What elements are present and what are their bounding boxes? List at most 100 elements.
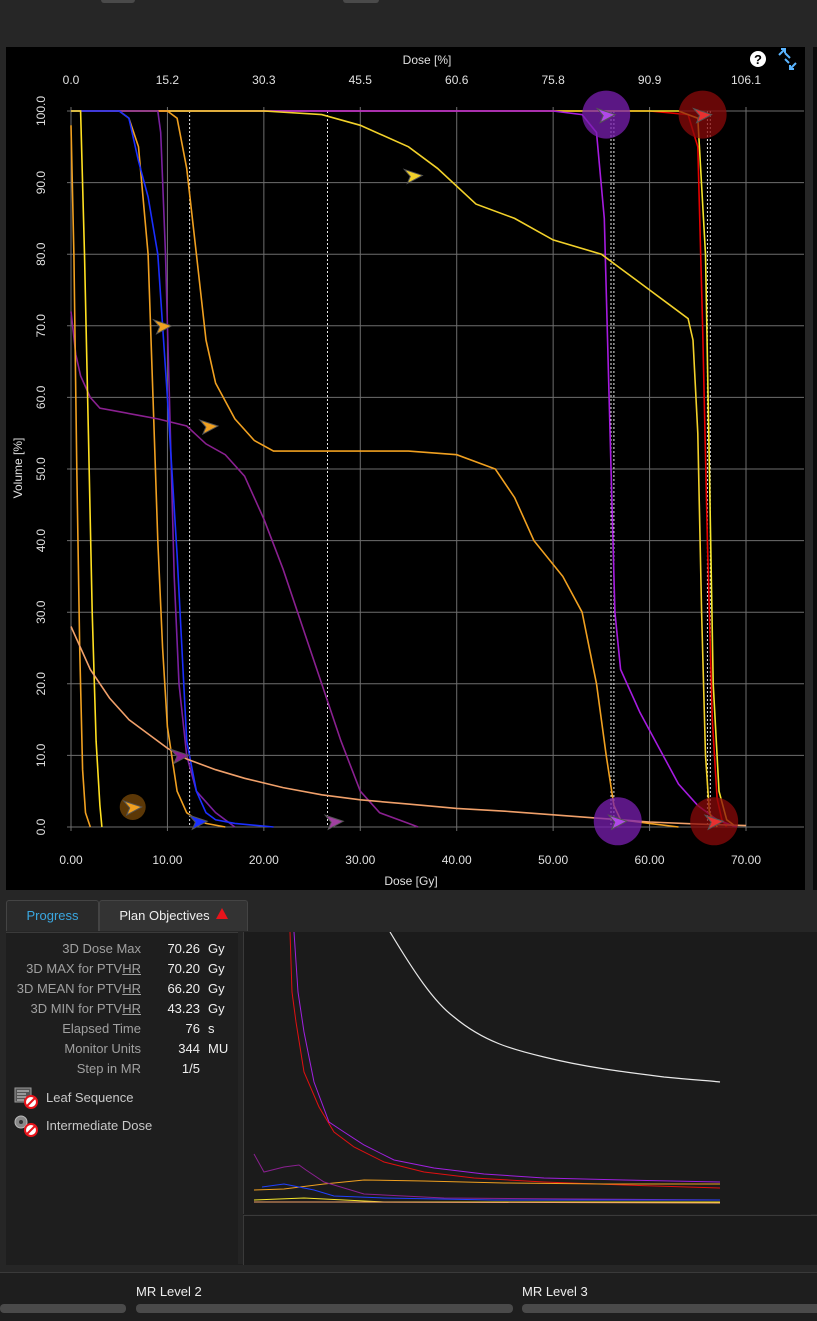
stat-value: 70.20 — [167, 961, 200, 976]
x-tick-label: 10.00 — [152, 853, 182, 867]
objective-arrow-marker — [198, 418, 220, 436]
objective-arrow-marker — [595, 107, 617, 124]
stat-label: Elapsed Time — [62, 1021, 141, 1036]
stat-label: Monitor Units — [64, 1041, 141, 1056]
y-tick-label: 30.0 — [34, 600, 48, 624]
objective-arrow-marker — [323, 814, 345, 831]
mr-level-1-bar[interactable] — [0, 1304, 126, 1313]
dvh-curve — [70, 311, 419, 828]
y-tick-label: 20.0 — [34, 672, 48, 696]
top-toolbar-strip — [0, 0, 817, 38]
y-tick-label: 100.0 — [34, 96, 48, 126]
tab-plan-objectives[interactable]: Plan Objectives — [99, 900, 248, 931]
mr-level-2-bar[interactable] — [136, 1304, 513, 1313]
x2-tick-label: 75.8 — [541, 73, 565, 87]
stat-label: Step in MR — [76, 1061, 141, 1076]
stat-label: 3D MAX for PTVHR — [26, 961, 141, 976]
y-tick-label: 60.0 — [34, 385, 48, 409]
stat-value: 70.26 — [167, 941, 200, 956]
objective-arrow-marker — [703, 814, 725, 831]
stat-row: Elapsed Time 76 s — [6, 1021, 238, 1041]
stat-row: 3D Dose Max 70.26 Gy — [6, 941, 238, 961]
x2-tick-label: 0.0 — [63, 73, 80, 87]
convergence-line-purple — [293, 931, 721, 1183]
stat-label: 3D Dose Max — [62, 941, 141, 956]
objective-arrow-marker — [187, 814, 209, 831]
convergence-line-white — [389, 931, 721, 1083]
x-tick-label: 20.00 — [249, 853, 279, 867]
stat-value: 344 — [178, 1041, 200, 1056]
x2-tick-label: 15.2 — [156, 73, 180, 87]
x-tick-label: 0.00 — [59, 853, 83, 867]
stat-value: 43.23 — [167, 1001, 200, 1016]
objective-arrow-marker — [122, 799, 143, 817]
stat-value: 66.20 — [167, 981, 200, 996]
dvh-curve — [71, 110, 236, 828]
x-tick-label: 70.00 — [731, 853, 761, 867]
x2-tick-label: 30.3 — [252, 73, 276, 87]
y-tick-label: 10.0 — [34, 743, 48, 767]
leaf-sequence-disabled-icon — [14, 1087, 38, 1109]
dvh-curve — [71, 110, 274, 828]
dvh-curve — [71, 110, 718, 828]
stat-row: 3D MEAN for PTVHR 66.20 Gy — [6, 981, 238, 1001]
tab-bar: Progress Plan Objectives — [0, 898, 817, 932]
convergence-line-peach — [254, 1201, 721, 1204]
stat-value: 1/5 — [181, 1061, 200, 1076]
stats-list: 3D Dose Max 70.26 Gy 3D MAX for PTVHR 70.20 G… — [6, 941, 238, 1081]
dvh-curve — [70, 125, 92, 828]
stat-row: Step in MR 1/5 — [6, 1061, 238, 1081]
stat-label: 3D MEAN for PTVHR — [16, 981, 141, 996]
convergence-lower-panel — [243, 1215, 817, 1265]
y-tick-label: 80.0 — [34, 242, 48, 266]
convergence-plot — [243, 931, 817, 1214]
objective-arrow-marker — [169, 748, 191, 765]
help-icon-glyph: ? — [754, 52, 762, 67]
dvh-curve — [70, 626, 747, 827]
warning-icon — [215, 908, 228, 919]
mr-level-2-label: MR Level 2 — [136, 1284, 202, 1299]
convergence-line-violet — [253, 1153, 721, 1201]
panel-edge — [813, 47, 817, 890]
stat-row: 3D MIN for PTVHR 43.23 Gy — [6, 1001, 238, 1021]
x2-tick-label: 106.1 — [731, 73, 761, 87]
x-tick-label: 30.00 — [345, 853, 375, 867]
stat-row: Monitor Units 344 MU — [6, 1041, 238, 1061]
objective-arrow-marker — [692, 107, 713, 124]
convergence-line-orange — [253, 1179, 720, 1191]
leaf-sequence-label: Leaf Sequence — [46, 1090, 134, 1105]
stat-unit: Gy — [208, 981, 225, 996]
stat-unit: MU — [208, 1041, 229, 1056]
y-tick-label: 90.0 — [34, 171, 48, 195]
y-tick-label: 0.0 — [34, 818, 48, 835]
y-tick-label: 70.0 — [34, 314, 48, 338]
y-tick-label: 40.0 — [34, 529, 48, 553]
top-slider-handle[interactable] — [101, 0, 135, 3]
x-tick-label: 60.00 — [635, 853, 665, 867]
mr-level-3-bar[interactable] — [522, 1304, 817, 1313]
objective-arrow-marker — [402, 168, 424, 185]
stat-value: 76 — [185, 1021, 200, 1036]
dvh-chart: 0.00 0.0 10.00 15.2 20.00 30.3 30.00 45.5 40.00 6… — [11, 48, 804, 888]
help-icon — [750, 51, 766, 67]
x-tick-label: 40.00 — [442, 853, 472, 867]
panel-separator — [238, 932, 243, 1264]
stat-unit: Gy — [208, 941, 225, 956]
objective-arrow-marker — [152, 318, 173, 335]
dvh-curve — [71, 110, 679, 828]
tab-progress[interactable]: Progress — [6, 900, 99, 931]
x2-tick-label: 90.9 — [638, 73, 662, 87]
y-tick-label: 50.0 — [34, 457, 48, 481]
intermediate-dose-label: Intermediate Dose — [46, 1118, 153, 1133]
dvh-curve — [71, 110, 103, 828]
stat-unit: Gy — [208, 1001, 225, 1016]
stat-unit: Gy — [208, 961, 225, 976]
intermediate-dose-disabled-icon — [14, 1115, 38, 1137]
top-slider-handle[interactable] — [343, 0, 379, 3]
mr-level-strip: MR Level 2 MR Level 3 — [0, 1272, 817, 1321]
expand-icon — [778, 48, 797, 70]
x2-tick-label: 45.5 — [349, 73, 373, 87]
objective-arrow-marker — [607, 814, 629, 831]
dvh-chart-panel: 0.00 0.0 10.00 15.2 20.00 30.3 30.00 45.5 40.00 6… — [6, 47, 805, 890]
tab-plan-objectives-label: Plan Objectives — [119, 908, 210, 923]
